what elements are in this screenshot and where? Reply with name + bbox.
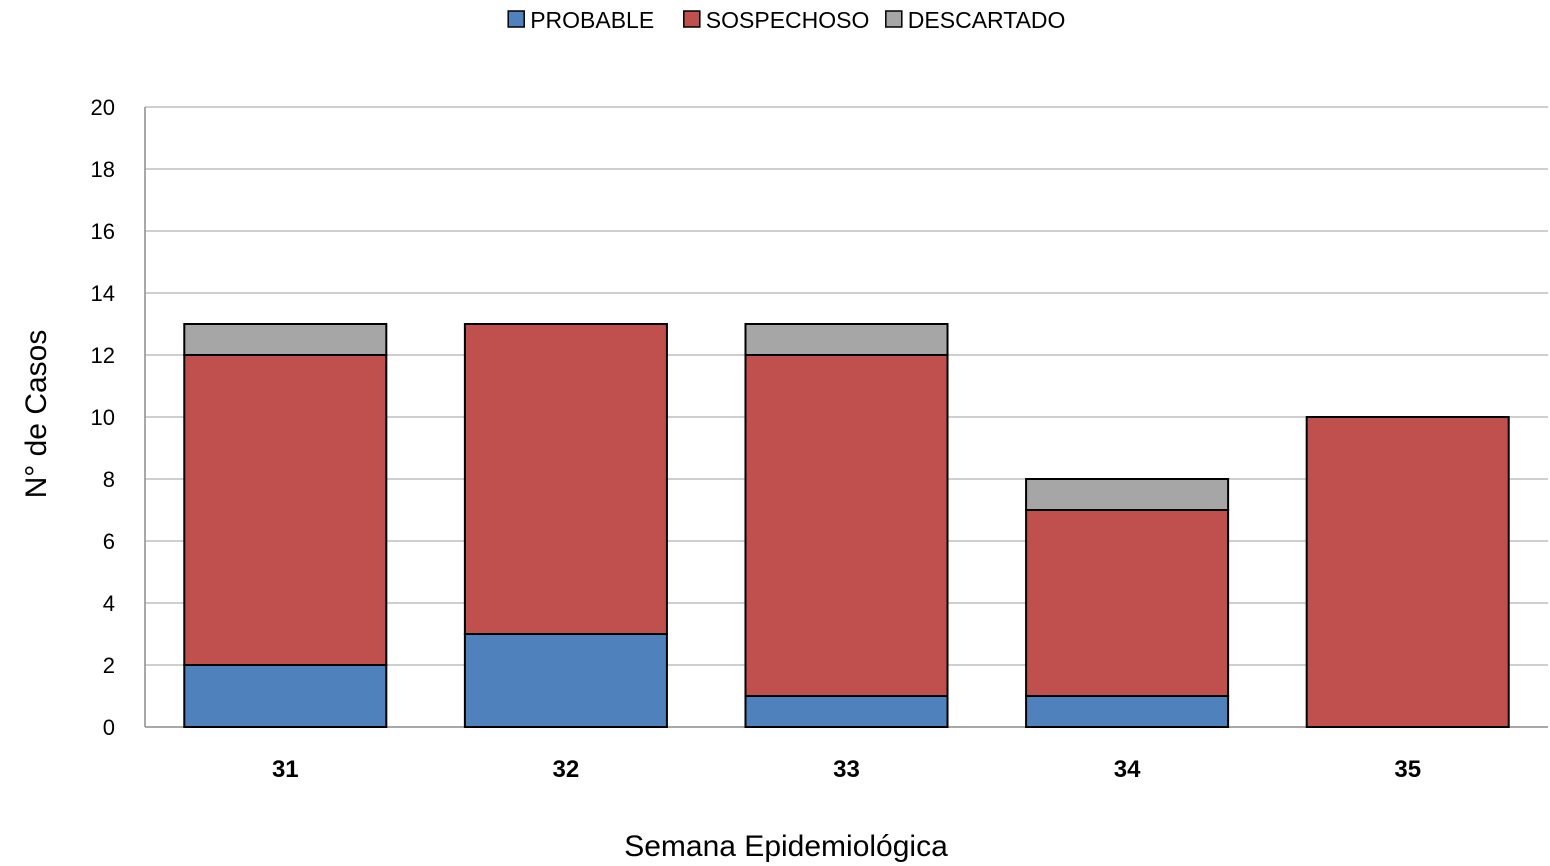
bar-segment-sospechoso-31: [183, 354, 388, 666]
y-tick-label: 6: [103, 529, 115, 554]
x-tick-label: 32: [553, 756, 580, 783]
x-tick-label: 34: [1114, 756, 1141, 783]
x-axis-title: Semana Epidemiológica: [624, 830, 948, 863]
x-tick-label: 31: [272, 756, 299, 783]
bar-segment-probable-33: [744, 695, 949, 728]
x-tick-label: 33: [833, 756, 860, 783]
y-tick-label: 14: [91, 281, 115, 306]
chart-legend: PROBABLE SOSPECHOSO DESCARTADO: [507, 7, 1066, 33]
y-tick-label: 8: [103, 467, 115, 492]
bar-segment-sospechoso-34: [1025, 509, 1230, 697]
bar-segment-probable-32: [463, 633, 668, 728]
x-axis-ticks: 31 32 33 34 35: [272, 756, 1421, 783]
y-axis-ticks: 0 2 4 6 8 10 12 14 16 18 20: [91, 95, 115, 740]
y-tick-label: 10: [91, 405, 115, 430]
y-tick-label: 4: [103, 591, 115, 616]
y-tick-label: 16: [91, 219, 115, 244]
bar-segment-descartado-34: [1025, 478, 1230, 511]
legend-label-probable: PROBABLE: [530, 7, 654, 33]
bar-segment-descartado-31: [183, 323, 388, 356]
legend-label-sospechoso: SOSPECHOSO: [706, 7, 870, 33]
legend-label-descartado: DESCARTADO: [908, 7, 1066, 33]
y-axis-title: N° de Casos: [20, 330, 53, 499]
legend-swatch-descartado: [885, 10, 903, 28]
bar-segment-probable-31: [183, 664, 388, 728]
bar-segment-descartado-33: [744, 323, 949, 356]
legend-swatch-probable: [507, 10, 525, 28]
bar-segment-sospechoso-33: [744, 354, 949, 697]
y-tick-label: 12: [91, 343, 115, 368]
bar-segment-sospechoso-32: [463, 323, 668, 635]
legend-swatch-sospechoso: [683, 10, 701, 28]
y-tick-label: 2: [103, 653, 115, 678]
bar-segment-sospechoso-35: [1305, 416, 1510, 728]
bars: [183, 323, 1510, 728]
bar-segment-probable-34: [1025, 695, 1230, 728]
y-tick-label: 20: [91, 95, 115, 120]
x-tick-label: 35: [1394, 756, 1421, 783]
y-tick-label: 0: [103, 715, 115, 740]
y-tick-label: 18: [91, 157, 115, 182]
